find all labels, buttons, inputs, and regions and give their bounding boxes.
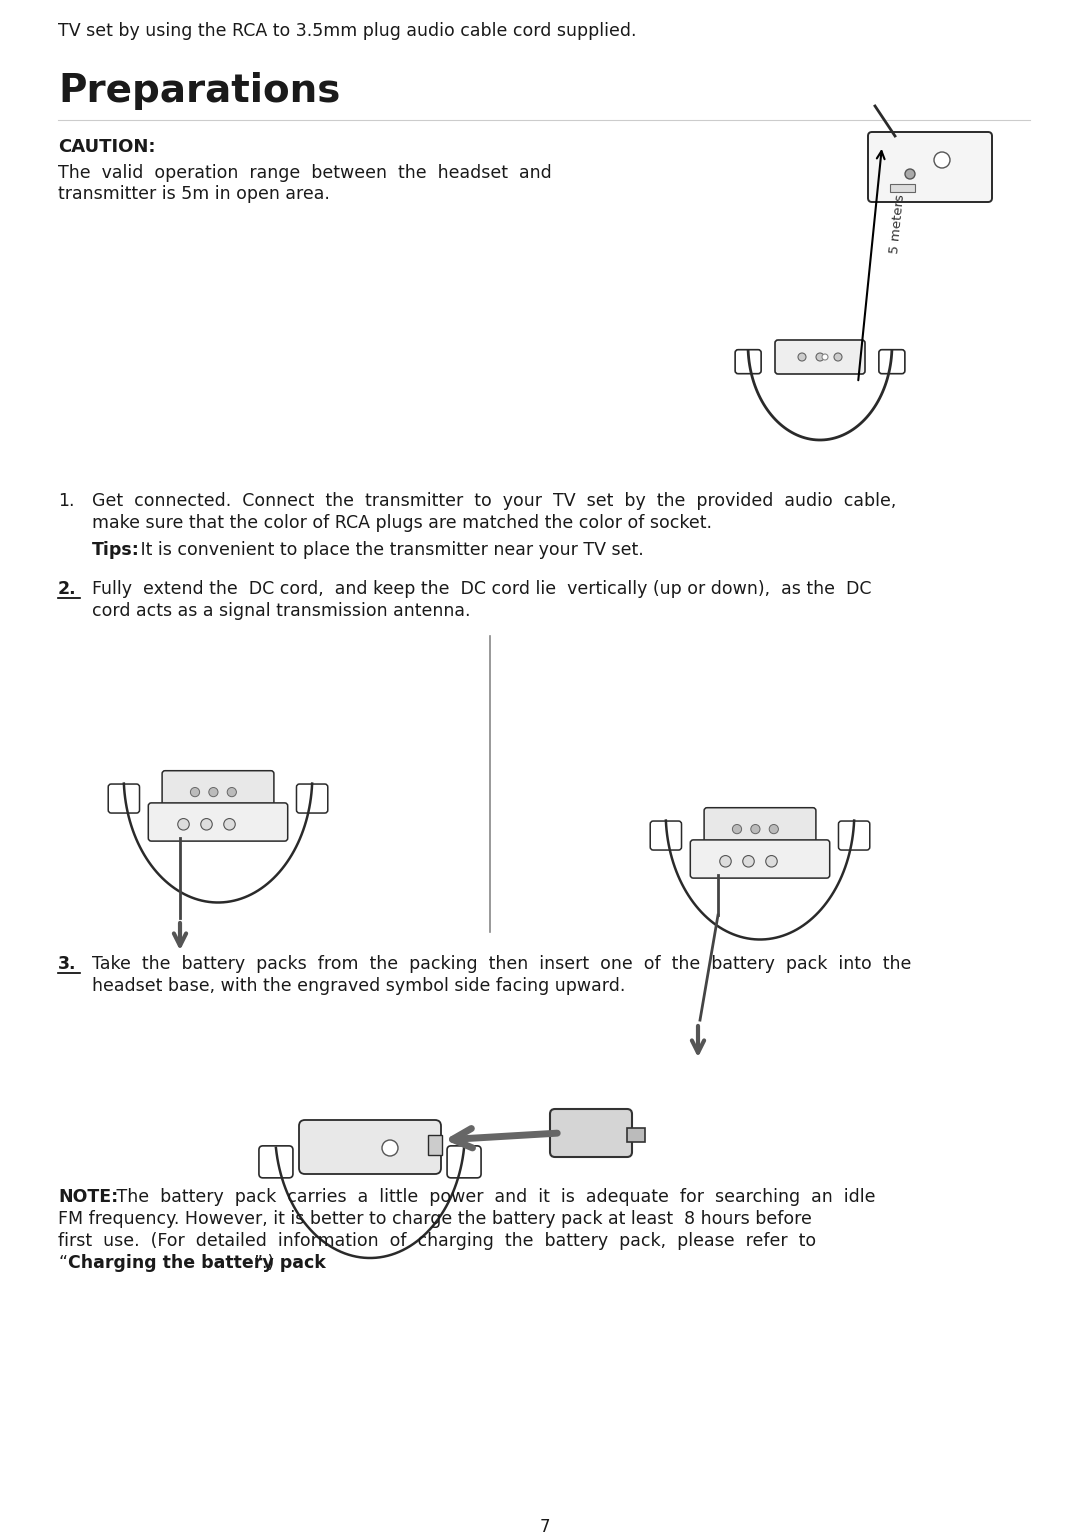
Circle shape: [209, 788, 218, 797]
FancyBboxPatch shape: [838, 820, 870, 850]
Text: NOTE:: NOTE:: [58, 1188, 118, 1207]
Circle shape: [770, 825, 778, 834]
Text: transmitter is 5m in open area.: transmitter is 5m in open area.: [58, 185, 330, 203]
Circle shape: [732, 825, 741, 834]
FancyBboxPatch shape: [690, 840, 829, 879]
Circle shape: [934, 152, 950, 168]
Text: FM frequency. However, it is better to charge the battery pack at least  8 hours: FM frequency. However, it is better to c…: [58, 1210, 812, 1228]
Text: 5 meters: 5 meters: [888, 194, 907, 254]
Text: 2.: 2.: [58, 580, 76, 599]
FancyBboxPatch shape: [775, 340, 865, 374]
Text: make sure that the color of RCA plugs are matched the color of socket.: make sure that the color of RCA plugs ar…: [92, 514, 712, 532]
FancyBboxPatch shape: [879, 349, 905, 374]
Circle shape: [178, 819, 190, 830]
FancyBboxPatch shape: [259, 1147, 293, 1177]
Text: first  use.  (For  detailed  information  of  charging  the  battery  pack,  ple: first use. (For detailed information of …: [58, 1233, 816, 1250]
Circle shape: [227, 788, 237, 797]
FancyBboxPatch shape: [704, 808, 816, 848]
Bar: [428, 1134, 443, 1154]
Text: Tips:: Tips:: [92, 542, 140, 559]
Circle shape: [742, 856, 754, 866]
Circle shape: [798, 352, 806, 362]
Bar: [627, 1128, 645, 1142]
Text: The  battery  pack  carries  a  little  power  and  it  is  adequate  for  searc: The battery pack carries a little power …: [111, 1188, 875, 1207]
Circle shape: [191, 788, 199, 797]
Circle shape: [223, 819, 235, 830]
Bar: [891, 185, 915, 192]
Text: headset base, with the engraved symbol side facing upward.: headset base, with the engraved symbol s…: [92, 977, 626, 996]
Circle shape: [822, 354, 828, 360]
FancyBboxPatch shape: [447, 1147, 481, 1177]
Text: 3.: 3.: [58, 956, 76, 973]
Text: Fully  extend the  DC cord,  and keep the  DC cord lie  vertically (up or down),: Fully extend the DC cord, and keep the D…: [92, 580, 872, 599]
FancyBboxPatch shape: [108, 783, 140, 813]
Text: It is convenient to place the transmitter near your TV set.: It is convenient to place the transmitte…: [135, 542, 644, 559]
Text: CAUTION:: CAUTION:: [58, 139, 156, 155]
Text: Take  the  battery  packs  from  the  packing  then  insert  one  of  the  batte: Take the battery packs from the packing …: [92, 956, 911, 973]
Text: TV set by using the RCA to 3.5mm plug audio cable cord supplied.: TV set by using the RCA to 3.5mm plug au…: [58, 22, 637, 40]
Circle shape: [751, 825, 760, 834]
Circle shape: [201, 819, 213, 830]
Text: ”.): ”.): [254, 1254, 276, 1273]
Text: Get  connected.  Connect  the  transmitter  to  your  TV  set  by  the  provided: Get connected. Connect the transmitter t…: [92, 492, 896, 509]
Circle shape: [834, 352, 841, 362]
FancyBboxPatch shape: [296, 783, 328, 813]
FancyBboxPatch shape: [550, 1110, 632, 1157]
FancyBboxPatch shape: [148, 803, 288, 842]
FancyBboxPatch shape: [735, 349, 761, 374]
FancyBboxPatch shape: [651, 820, 681, 850]
Circle shape: [816, 352, 824, 362]
Text: cord acts as a signal transmission antenna.: cord acts as a signal transmission anten…: [92, 602, 471, 620]
Text: The  valid  operation  range  between  the  headset  and: The valid operation range between the he…: [58, 165, 552, 182]
Circle shape: [382, 1140, 398, 1156]
Text: Charging the battery pack: Charging the battery pack: [68, 1254, 326, 1273]
Circle shape: [905, 169, 915, 179]
FancyBboxPatch shape: [162, 771, 274, 811]
FancyBboxPatch shape: [299, 1120, 441, 1174]
FancyBboxPatch shape: [868, 132, 992, 202]
Circle shape: [766, 856, 777, 866]
Text: 7: 7: [540, 1517, 550, 1536]
Circle shape: [719, 856, 731, 866]
Text: 1.: 1.: [58, 492, 74, 509]
Text: “: “: [58, 1254, 66, 1273]
Text: Preparations: Preparations: [58, 72, 340, 109]
